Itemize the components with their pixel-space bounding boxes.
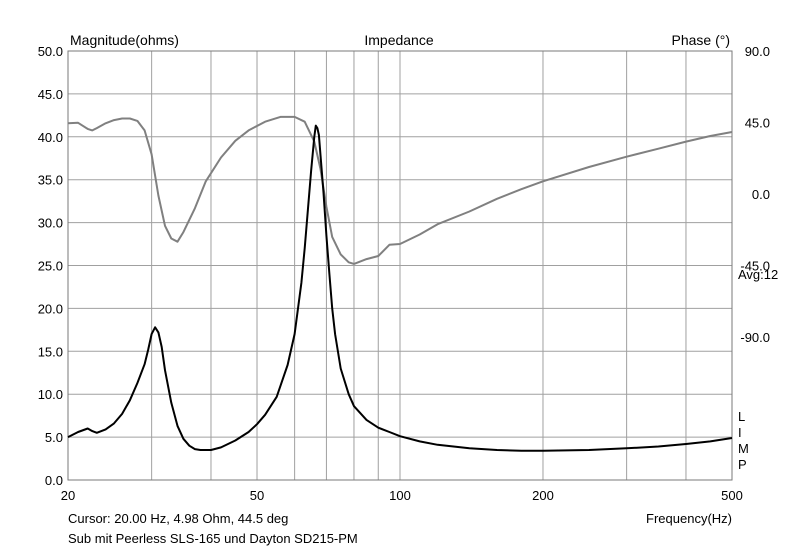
cursor-readout: Cursor: 20.00 Hz, 4.98 Ohm, 44.5 deg: [68, 511, 288, 526]
right-y-tick-labels: 90.0 45.0 0.0 -45.0 -90.0: [740, 44, 770, 345]
y-right-tick-label: 0.0: [752, 187, 770, 202]
y-left-tick-label: 25.0: [38, 259, 63, 274]
left-axis-title: Magnitude(ohms): [70, 32, 179, 48]
y-right-tick-label: -90.0: [740, 330, 770, 345]
x-tick-label: 200: [532, 488, 554, 503]
right-axis-title: Phase (°): [671, 32, 730, 48]
left-y-tick-labels: 50.0 45.0 40.0 35.0 30.0 25.0 20.0 15.0 10.0 5.0 0…: [38, 44, 63, 488]
y-left-tick-label: 50.0: [38, 44, 63, 59]
y-left-tick-label: 15.0: [38, 344, 63, 359]
y-right-tick-label: 45.0: [745, 116, 770, 131]
legend-letter: P: [738, 457, 747, 472]
phase-curve: [67, 115, 733, 265]
legend-letter: L: [738, 409, 745, 424]
y-left-tick-label: 40.0: [38, 130, 63, 145]
x-tick-label: 50: [250, 488, 264, 503]
x-tick-labels: 20 50 100 200 500: [61, 488, 743, 503]
series-layer: [67, 115, 733, 452]
y-left-tick-label: 45.0: [38, 87, 63, 102]
y-left-tick-label: 10.0: [38, 387, 63, 402]
x-tick-label: 500: [721, 488, 743, 503]
x-tick-label: 20: [61, 488, 75, 503]
x-tick-label: 100: [389, 488, 411, 503]
horizontal-gridlines: [68, 93, 732, 438]
y-right-tick-label: -45.0: [740, 259, 770, 274]
chart-title: Impedance: [364, 32, 433, 48]
plot-frame: [67, 50, 733, 481]
chart-description: Sub mit Peerless SLS-165 und Dayton SD21…: [68, 531, 358, 546]
legend-letter: I: [738, 425, 742, 440]
y-left-tick-label: 20.0: [38, 301, 63, 316]
y-left-tick-label: 5.0: [45, 430, 63, 445]
frequency-axis-label: Frequency(Hz): [646, 511, 732, 526]
magnitude-curve: [67, 124, 733, 452]
y-left-tick-label: 30.0: [38, 216, 63, 231]
y-left-tick-label: 35.0: [38, 173, 63, 188]
y-left-tick-label: 0.0: [45, 473, 63, 488]
y-right-tick-label: 90.0: [745, 44, 770, 59]
avg-label: Avg:12: [738, 267, 778, 282]
legend-letter: M: [738, 441, 749, 456]
